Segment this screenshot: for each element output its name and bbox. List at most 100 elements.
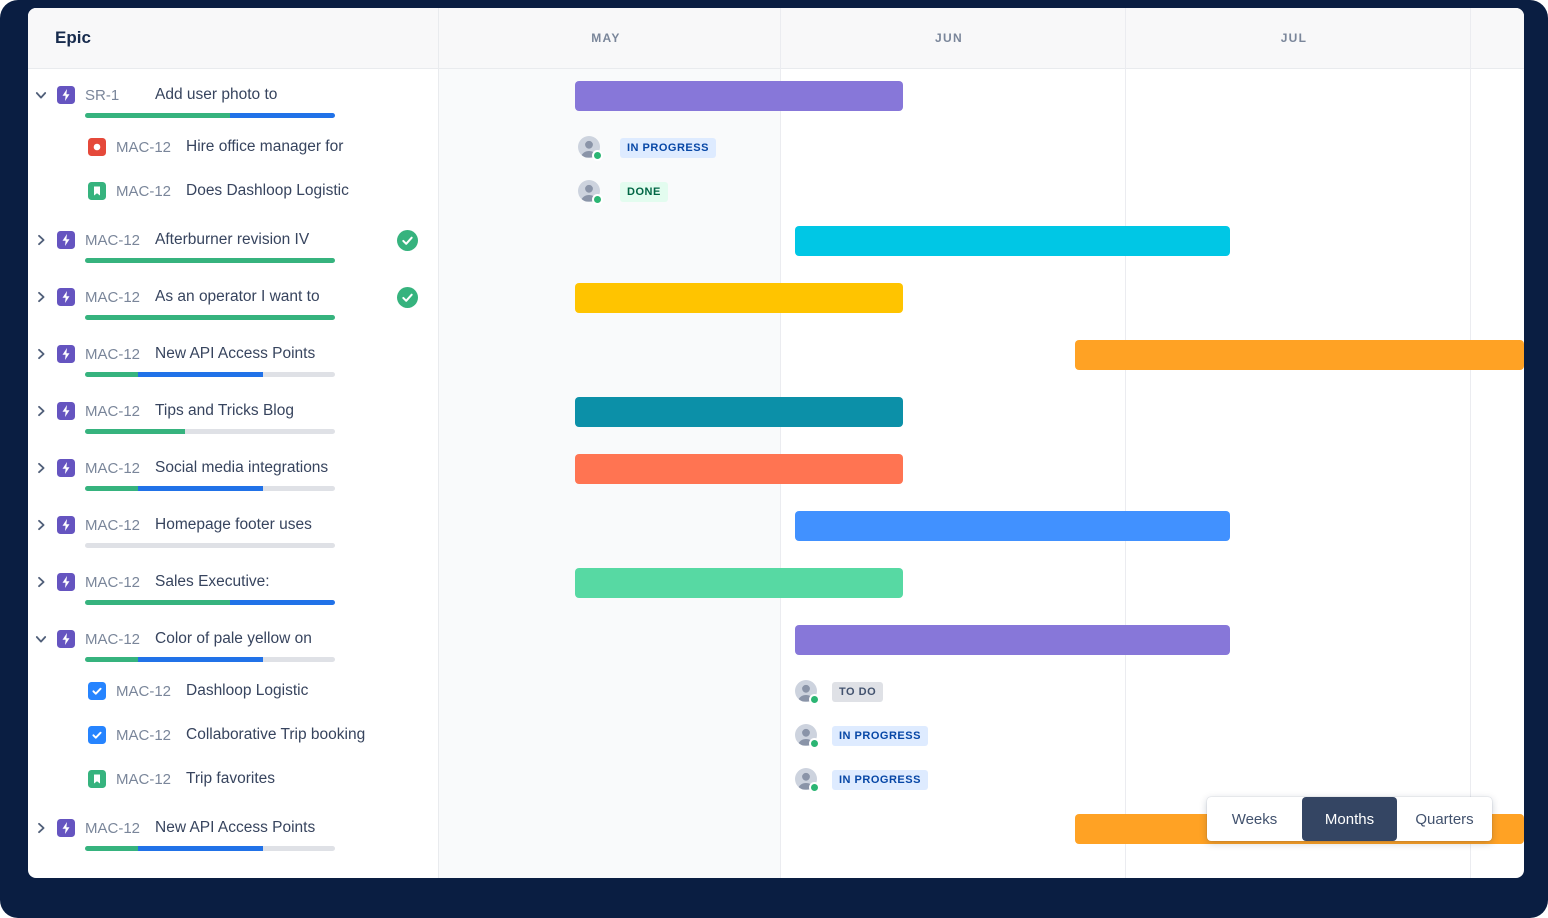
chevron-right-icon[interactable]	[33, 403, 49, 419]
epic-row[interactable]: MAC-12 Sales Executive:	[28, 555, 1524, 612]
epic-row[interactable]: MAC-12 Tips and Tricks Blog	[28, 384, 1524, 441]
presence-dot	[809, 738, 820, 749]
epic-icon	[57, 819, 75, 837]
chevron-right-icon[interactable]	[33, 346, 49, 362]
timeline-bar[interactable]	[795, 511, 1230, 541]
status-badge: DONE	[620, 182, 668, 203]
weeks-button[interactable]: Weeks	[1207, 797, 1302, 841]
presence-dot	[809, 694, 820, 705]
issue-title: Social media integrations	[155, 459, 329, 476]
progress-segment	[85, 846, 138, 851]
month-label-jun: JUN	[935, 31, 963, 45]
epic-row[interactable]: MAC-12 Social media integrations	[28, 441, 1524, 498]
epic-progress-bar	[85, 315, 335, 320]
issue-key: MAC-12	[85, 573, 141, 591]
chevron-right-icon[interactable]	[33, 232, 49, 248]
story-icon	[88, 770, 106, 788]
progress-segment	[137, 846, 263, 851]
epic-progress-bar	[85, 258, 335, 263]
child-row[interactable]: MAC-12 Dashloop Logistic TO DO	[28, 669, 1524, 713]
chevron-down-icon[interactable]	[33, 631, 49, 647]
roadmap-window: Epic MAY JUN JUL SR-1 Add user photo to	[28, 8, 1524, 878]
timeline-bar[interactable]	[795, 226, 1230, 256]
gridline-jul	[1125, 8, 1126, 878]
epic-icon	[57, 459, 75, 477]
progress-segment	[85, 372, 138, 377]
status-badge: IN PROGRESS	[620, 138, 716, 159]
epic-row[interactable]: MAC-12 Color of pale yellow on	[28, 612, 1524, 669]
months-button[interactable]: Months	[1302, 797, 1397, 841]
epic-icon	[57, 402, 75, 420]
chevron-right-icon[interactable]	[33, 460, 49, 476]
status-badge: IN PROGRESS	[832, 770, 928, 791]
issue-key: MAC-12	[116, 182, 172, 200]
progress-segment	[85, 258, 335, 263]
issue-title: Afterburner revision IV	[155, 231, 310, 248]
timeline-bar[interactable]	[575, 81, 903, 111]
progress-segment	[262, 372, 335, 377]
child-row[interactable]: MAC-12 Hire office manager for IN PROGRE…	[28, 125, 1524, 169]
epic-icon	[57, 288, 75, 306]
progress-segment	[85, 543, 335, 548]
child-row[interactable]: MAC-12 Collaborative Trip booking IN PRO…	[28, 713, 1524, 757]
epic-row[interactable]: MAC-12 New API Access Points	[28, 327, 1524, 384]
story-icon	[88, 182, 106, 200]
task-icon	[88, 682, 106, 700]
task-icon	[88, 726, 106, 744]
month-label-may: MAY	[591, 31, 621, 45]
issue-key: MAC-12	[116, 682, 172, 700]
timeline-bar[interactable]	[1075, 340, 1524, 370]
epic-row[interactable]: SR-1 Add user photo to	[28, 68, 1524, 125]
progress-segment	[185, 429, 335, 434]
progress-segment	[262, 486, 335, 491]
progress-segment	[137, 486, 263, 491]
chevron-right-icon[interactable]	[33, 574, 49, 590]
progress-segment	[85, 486, 138, 491]
epic-row[interactable]: MAC-12 Afterburner revision IV	[28, 213, 1524, 270]
issue-title: Collaborative Trip booking	[186, 726, 366, 743]
panel-divider	[438, 8, 439, 878]
epic-progress-bar	[85, 486, 335, 491]
chevron-down-icon[interactable]	[33, 87, 49, 103]
timeline-bar[interactable]	[575, 568, 903, 598]
timeline-bar[interactable]	[575, 283, 903, 313]
timeline-bar[interactable]	[795, 625, 1230, 655]
progress-segment	[137, 372, 263, 377]
issue-title: New API Access Points	[155, 819, 316, 836]
quarters-button[interactable]: Quarters	[1397, 797, 1492, 841]
issue-title: Sales Executive:	[155, 573, 270, 590]
progress-segment	[230, 113, 335, 118]
epic-row[interactable]: MAC-12 As an operator I want to	[28, 270, 1524, 327]
epic-progress-bar	[85, 846, 335, 851]
progress-segment	[85, 657, 138, 662]
child-row[interactable]: MAC-12 Trip favorites IN PROGRESS	[28, 757, 1524, 801]
epic-row[interactable]: MAC-12 Homepage footer uses	[28, 498, 1524, 555]
chevron-right-icon[interactable]	[33, 517, 49, 533]
timeline-bar[interactable]	[575, 397, 903, 427]
month-label-jul: JUL	[1280, 31, 1308, 45]
issue-key: MAC-12	[85, 345, 141, 363]
epic-progress-bar	[85, 113, 335, 118]
epic-column-header: Epic	[55, 28, 91, 47]
issue-key: MAC-12	[116, 770, 172, 788]
status-badge: TO DO	[832, 682, 884, 703]
epic-icon	[57, 345, 75, 363]
issue-title: Color of pale yellow on	[155, 630, 312, 647]
issue-key: MAC-12	[116, 726, 172, 744]
chevron-right-icon[interactable]	[33, 289, 49, 305]
avatar	[795, 724, 820, 749]
gridline-aug	[1470, 8, 1471, 878]
avatar	[578, 136, 603, 161]
issue-key: MAC-12	[85, 402, 141, 420]
timeline-zoom-toggle: Weeks Months Quarters	[1207, 797, 1492, 841]
progress-segment	[262, 846, 335, 851]
child-row[interactable]: MAC-12 Does Dashloop Logistic DONE	[28, 169, 1524, 213]
issue-key: SR-1	[85, 86, 120, 104]
epic-progress-bar	[85, 429, 335, 434]
issue-key: MAC-12	[85, 288, 141, 306]
timeline-bar[interactable]	[575, 454, 903, 484]
chevron-right-icon[interactable]	[33, 820, 49, 836]
timeline-header: Epic MAY JUN JUL	[28, 8, 1524, 69]
issue-title: Tips and Tricks Blog	[155, 402, 294, 419]
